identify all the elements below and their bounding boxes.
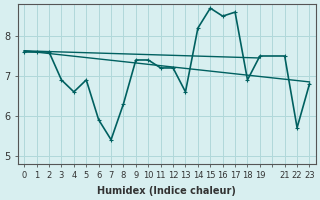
X-axis label: Humidex (Indice chaleur): Humidex (Indice chaleur) [97,186,236,196]
